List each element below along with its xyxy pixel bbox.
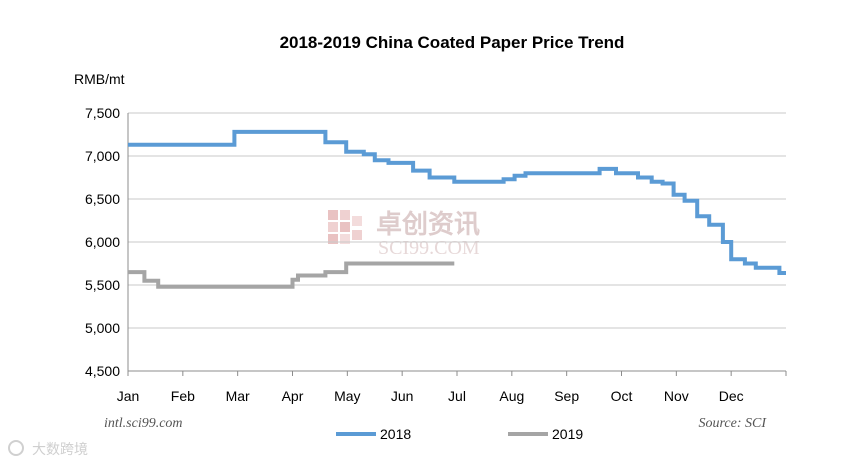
x-tick-label: Nov [664, 388, 689, 404]
footer-source-credit: Source: SCI [698, 416, 767, 431]
watermark-logo-icon [328, 210, 362, 244]
corner-watermark-text: 大数跨境 [32, 442, 88, 458]
x-tick-label: Jul [448, 388, 466, 404]
y-tick-label: 4,500 [85, 363, 120, 379]
x-tick-label: Jan [117, 388, 140, 404]
x-tick-label: Jun [391, 388, 414, 404]
footer-source-url: intl.sci99.com [104, 416, 183, 431]
y-tick-label: 7,000 [85, 148, 120, 164]
y-tick-label: 6,000 [85, 234, 120, 250]
x-tick-label: Mar [226, 388, 250, 404]
legend: 2018 2019 [336, 426, 583, 442]
legend-label-2019: 2019 [552, 426, 583, 442]
x-tick-label: Aug [499, 388, 524, 404]
x-tick-label: May [334, 388, 360, 404]
x-tick-label: Feb [171, 388, 195, 404]
series-line-2019 [128, 261, 455, 289]
axes [127, 113, 786, 372]
y-tick-label: 6,500 [85, 191, 120, 207]
y-tick-label: 5,000 [85, 320, 120, 336]
x-tick-label: Oct [611, 388, 633, 404]
watermark-cn: 卓创资讯 [376, 210, 480, 240]
x-tick-label: Apr [282, 388, 304, 404]
y-axis-ticks: 4,500 5,000 5,500 6,000 6,500 7,000 7,500 [85, 105, 120, 379]
series-lines [128, 129, 786, 289]
y-tick-label: 5,500 [85, 277, 120, 293]
corner-logo-icon [8, 440, 24, 456]
watermark-en: SCI99.COM [378, 237, 480, 259]
watermark: 卓创资讯 SCI99.COM [328, 210, 480, 259]
corner-watermark: 大数跨境 [8, 440, 88, 458]
y-axis-label: RMB/mt [74, 71, 125, 87]
chart-title: 2018-2019 China Coated Paper Price Trend [280, 33, 625, 52]
y-tick-label: 7,500 [85, 105, 120, 121]
series-line-2018 [128, 129, 786, 275]
x-tick-label: Dec [719, 388, 744, 404]
grid-lines [128, 112, 786, 372]
x-axis-ticks: Jan Feb Mar Apr May Jun Jul Aug Sep Oct Nov Dec [117, 371, 787, 404]
x-tick-label: Sep [554, 388, 579, 404]
legend-label-2018: 2018 [380, 426, 411, 442]
